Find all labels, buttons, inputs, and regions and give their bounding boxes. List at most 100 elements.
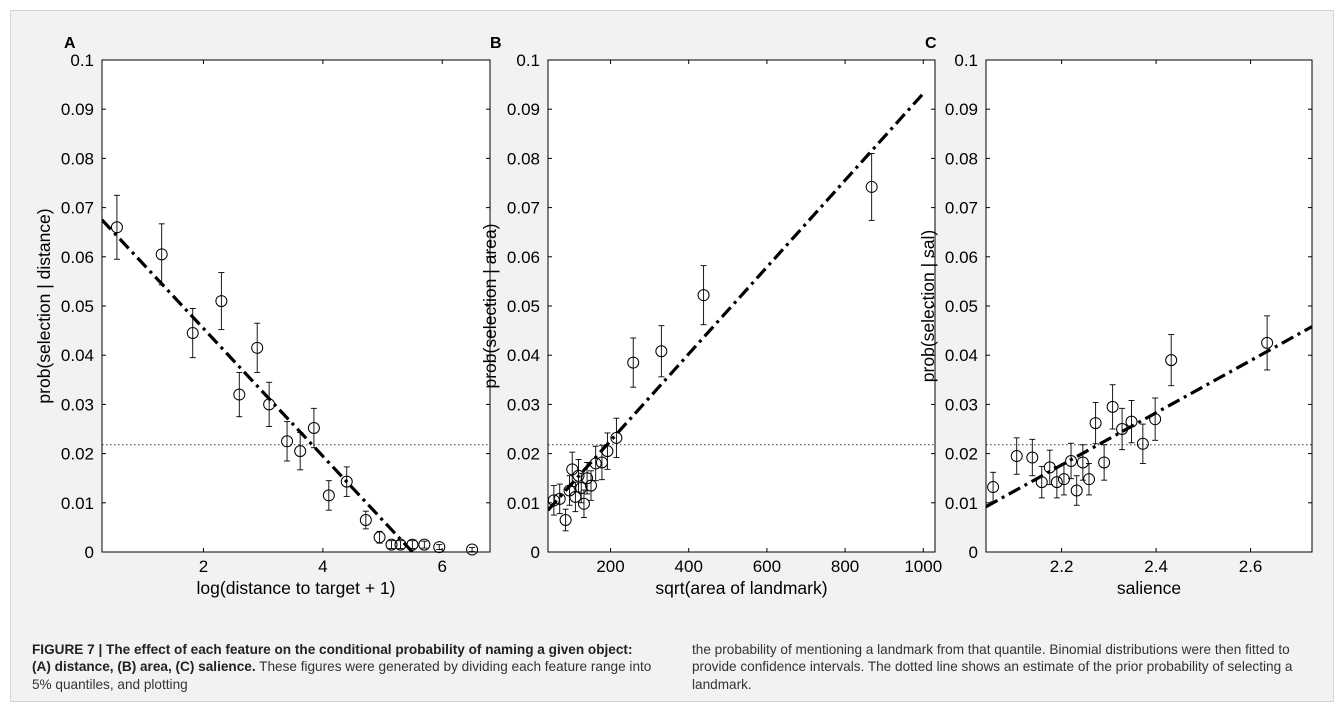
caption-text-left: These figures were generated by dividing… (32, 659, 652, 692)
data-point (307, 422, 320, 435)
data-point (215, 295, 228, 308)
data-point (1050, 476, 1063, 489)
plot-area (102, 60, 490, 552)
data-point (1082, 473, 1095, 486)
data-point (433, 541, 446, 554)
data-point (1116, 423, 1129, 435)
y-tick-label: 0.05 (945, 297, 978, 316)
data-point (610, 431, 623, 444)
y-tick-label: 0.03 (61, 395, 94, 414)
data-point (1026, 451, 1039, 464)
y-axis-label: prob(selection | distance) (34, 208, 54, 403)
data-point (340, 475, 353, 488)
x-tick-label: 600 (753, 557, 781, 576)
y-tick-label: 0.05 (61, 297, 94, 316)
y-tick-label: 0.07 (507, 199, 540, 218)
panel-label: A (64, 35, 76, 52)
data-point (466, 543, 479, 556)
data-point (865, 180, 878, 193)
y-tick-label: 0.01 (507, 494, 540, 513)
y-tick-label: 0.09 (945, 100, 978, 119)
y-tick-label: 0.1 (70, 51, 94, 70)
data-point (559, 514, 572, 527)
chart-panel-c: 0 0.01 0.02 0.03 0.04 0.05 0.06 0.07 0.08 0.09 0.1… (918, 35, 1313, 598)
y-tick-label: 0.04 (507, 346, 540, 365)
data-point (1165, 354, 1178, 367)
caption-column-right: the probability of mentioning a landmark… (692, 642, 1293, 692)
data-point (1057, 473, 1070, 486)
y-tick-label: 0.07 (945, 199, 978, 218)
x-tick-label: 400 (675, 557, 703, 576)
y-tick-label: 0.09 (507, 100, 540, 119)
x-tick-label: 2.6 (1239, 557, 1263, 576)
data-point (394, 538, 407, 551)
y-tick-label: 0.02 (945, 445, 978, 464)
y-tick-label: 0.06 (507, 248, 540, 267)
y-tick-label: 0.05 (507, 297, 540, 316)
data-point (581, 472, 594, 485)
x-tick-label: 4 (318, 557, 327, 576)
y-tick-label: 0.06 (61, 248, 94, 267)
data-point (418, 538, 431, 551)
x-axis-label: sqrt(area of landmark) (655, 578, 827, 598)
y-tick-label: 0.09 (61, 100, 94, 119)
data-point (572, 469, 585, 482)
data-point (385, 538, 398, 551)
figure-plots: 0 0.01 0.02 0.03 0.04 0.05 0.06 0.07 0.08 0.09 0.1… (34, 35, 1313, 598)
x-tick-label: 800 (831, 557, 859, 576)
data-point (155, 248, 168, 261)
y-tick-label: 0.02 (507, 445, 540, 464)
y-axis-label: prob(selection | area) (480, 223, 500, 388)
x-tick-label: 1000 (904, 557, 942, 576)
data-point (1136, 437, 1149, 450)
data-point (322, 489, 335, 502)
y-tick-label: 0.06 (945, 248, 978, 267)
y-tick-label: 0 (85, 543, 94, 562)
data-point (1106, 400, 1119, 413)
plot-area (986, 60, 1312, 552)
data-point (1076, 456, 1089, 469)
data-point (186, 327, 199, 340)
y-tick-label: 0.01 (61, 494, 94, 513)
data-point (1035, 476, 1048, 489)
panel-label: C (925, 35, 937, 52)
data-point (577, 497, 590, 510)
y-tick-label: 0.08 (945, 149, 978, 168)
data-point (1043, 461, 1056, 474)
x-axis-label: salience (1117, 578, 1181, 598)
data-point (566, 463, 579, 476)
data-point (987, 481, 1000, 494)
data-point (655, 345, 668, 358)
y-tick-label: 0.01 (945, 494, 978, 513)
data-point (1089, 417, 1102, 430)
x-tick-label: 6 (438, 557, 447, 576)
data-point (697, 289, 710, 302)
data-point (263, 398, 276, 411)
data-point (373, 531, 386, 544)
x-tick-label: 2.4 (1144, 557, 1168, 576)
y-tick-label: 0.1 (516, 51, 540, 70)
y-tick-label: 0.04 (945, 346, 978, 365)
y-tick-label: 0.03 (507, 395, 540, 414)
data-point (281, 435, 294, 448)
data-point (627, 356, 640, 369)
panel-label: B (490, 35, 502, 52)
y-tick-label: 0.02 (61, 445, 94, 464)
fit-line (102, 218, 414, 552)
data-point (585, 479, 597, 492)
x-tick-label: 2.2 (1050, 557, 1074, 576)
y-tick-label: 0.07 (61, 199, 94, 218)
y-tick-label: 0.1 (954, 51, 978, 70)
caption-column-left: FIGURE 7 | The effect of each feature on… (32, 641, 652, 693)
data-point (1010, 450, 1023, 463)
data-point (251, 341, 264, 354)
data-point (601, 445, 614, 458)
data-point (406, 538, 419, 551)
chart-panel-a: 0 0.01 0.02 0.03 0.04 0.05 0.06 0.07 0.08 0.09 0.1… (34, 35, 491, 598)
data-point (110, 221, 123, 234)
data-point (294, 445, 307, 458)
data-point (359, 514, 372, 527)
y-tick-label: 0.04 (61, 346, 94, 365)
data-point (1149, 413, 1162, 426)
y-tick-label: 0.08 (507, 149, 540, 168)
